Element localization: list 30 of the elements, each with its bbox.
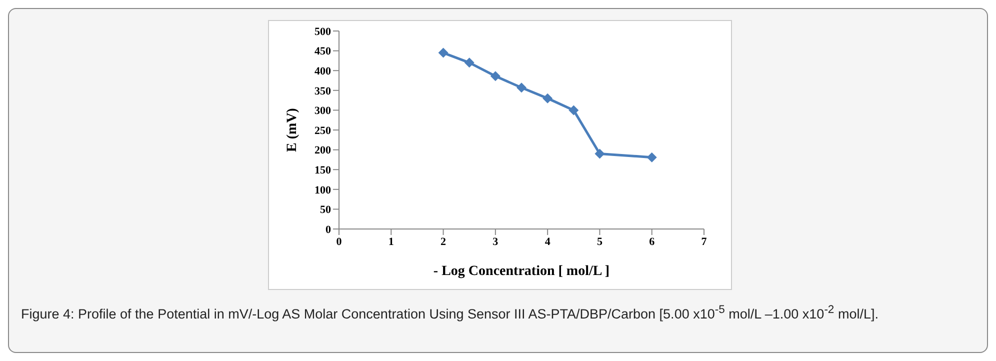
y-tick-label: 250	[314, 124, 332, 137]
x-axis-title: - Log Concentration [ mol/L ]	[433, 264, 610, 279]
point	[516, 82, 526, 93]
y-tick-label: 350	[314, 85, 332, 98]
x-tick-label: 3	[492, 236, 499, 248]
point	[594, 148, 605, 159]
y-tick-label: 500	[314, 26, 332, 38]
caption: Figure 4: Profile of the Potential in mV/-Log AS Molar Concentration Using Sensor III AS-PTA/DBP/Carbon [5.00 x10$^{-5}$ mol/L –1.00 x10$^{-2}$ mol/L].	[21, 303, 880, 324]
point	[646, 152, 657, 162]
x-tick-label: 0	[336, 236, 342, 248]
y-tick-label: 100	[314, 184, 332, 196]
y-tick-label: 300	[314, 105, 332, 118]
x-tick-label: 1	[388, 236, 394, 248]
y-axis-title: E (mV)	[284, 108, 300, 152]
point	[490, 71, 500, 82]
x-tick-label: 7	[701, 236, 708, 248]
point	[438, 48, 448, 58]
x-tick-label: 2	[440, 236, 447, 248]
y-tick-label: 450	[314, 46, 332, 58]
x-tick-label: 5	[596, 236, 603, 248]
point	[568, 105, 579, 116]
x-tick-label: 4	[544, 236, 551, 248]
y-tick-label: 150	[314, 164, 332, 177]
y-tick-label: 50	[320, 204, 332, 216]
point	[542, 93, 553, 104]
y-tick-label: 0	[326, 224, 332, 236]
y-tick-label: 200	[314, 144, 332, 157]
x-tick-label: 6	[649, 236, 656, 248]
point	[464, 58, 474, 68]
y-tick-label: 400	[314, 66, 332, 78]
